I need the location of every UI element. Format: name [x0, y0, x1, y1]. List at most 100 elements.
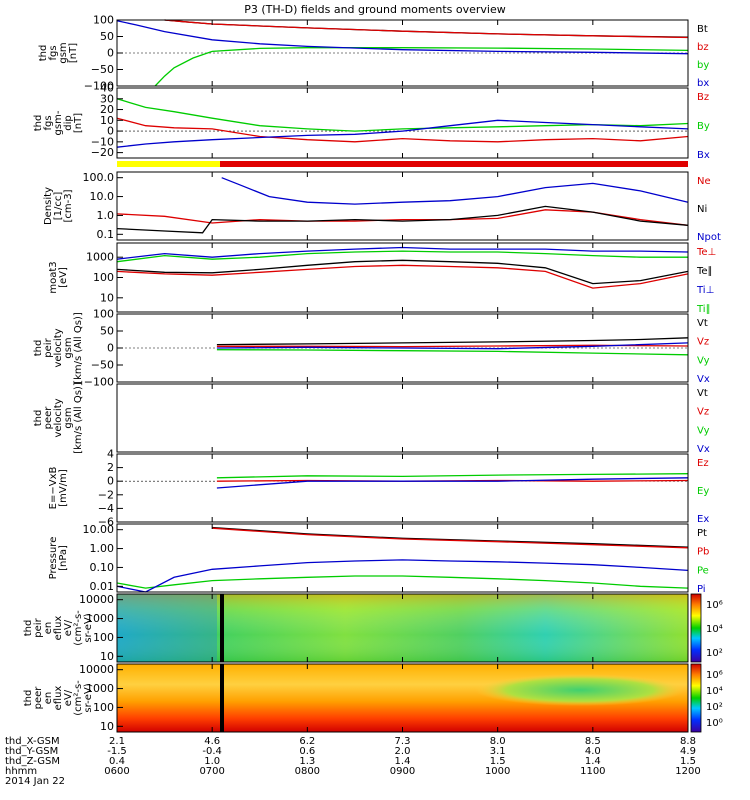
x-tick-label: 1.4 — [585, 756, 601, 767]
y-tick-label: 0.10 — [90, 561, 115, 574]
series-line-Pi — [116, 559, 689, 593]
date-label: 2014 Jan 22 — [5, 776, 65, 787]
x-tick-label: 0800 — [295, 766, 320, 777]
x-tick-label: 8.5 — [585, 736, 601, 747]
legend-Pi: Pi — [697, 584, 706, 595]
x-tick-label: 7.3 — [395, 736, 411, 747]
y-tick-label: 40 — [100, 82, 114, 95]
y-tick-label: 100 — [93, 271, 114, 284]
y-tick-label: 100 — [93, 631, 114, 644]
orbit-row-label: thd_Y-GSM — [5, 746, 58, 757]
colorbar-label: 10⁰ — [706, 718, 723, 729]
series-line-bz — [164, 19, 689, 39]
ion-spectrogram-gap — [220, 594, 224, 662]
legend-Ni: Ni — [697, 204, 707, 215]
x-tick-label: 0.6 — [299, 746, 315, 757]
ion-spectrogram-sparse-region — [117, 594, 217, 662]
y-axis-label: sr-eV) — [83, 683, 94, 712]
series-line-Ne — [116, 209, 689, 226]
y-tick-label: 0.01 — [90, 580, 115, 593]
y-tick-label: 10 — [100, 650, 114, 663]
orbit-row-label: thd_X-GSM — [5, 736, 60, 747]
y-axis-label: moat3 — [48, 261, 59, 293]
legend-Pe: Pe — [697, 565, 709, 576]
y-tick-label: −100 — [84, 376, 114, 389]
y-axis-label: thd — [33, 410, 44, 427]
y-tick-label: 10.0 — [90, 190, 115, 203]
legend-Te∥: Te∥ — [696, 266, 713, 277]
y-tick-label: 100 — [93, 14, 114, 27]
y-tick-label: −4 — [98, 502, 114, 515]
y-tick-label: 10 — [100, 114, 114, 127]
y-tick-label: −50 — [91, 63, 114, 76]
series-line-Bz — [116, 117, 689, 143]
y-axis-label: peir — [33, 617, 44, 637]
y-axis-label: gsm — [63, 407, 74, 428]
legend-Vy: Vy — [697, 425, 710, 436]
y-axis-label: velocity — [53, 328, 64, 367]
x-tick-label: 1.0 — [204, 756, 220, 767]
legend-Bx: Bx — [697, 150, 710, 161]
y-axis-label: thd — [38, 45, 49, 62]
y-axis-label: [mV/m] — [58, 469, 69, 507]
y-axis-label: (cm²-s- — [73, 610, 84, 646]
y-axis-label: fgs — [48, 45, 59, 60]
x-tick-label: 0900 — [390, 766, 415, 777]
colorbar — [690, 663, 702, 733]
x-tick-label: 6.2 — [299, 736, 315, 747]
y-tick-label: −100 — [84, 80, 114, 93]
legend-Npot: Npot — [697, 232, 721, 243]
y-tick-label: 0 — [107, 475, 114, 488]
legend-Vt: Vt — [697, 388, 708, 399]
y-tick-label: −20 — [91, 146, 114, 159]
y-tick-label: 50 — [100, 30, 114, 43]
x-tick-label: 1.3 — [299, 756, 315, 767]
series-line-bx — [116, 20, 689, 55]
panel-frame — [116, 242, 689, 313]
panel-frame — [116, 87, 689, 159]
y-tick-label: 30 — [100, 92, 114, 105]
legend-Ex: Ex — [697, 514, 709, 525]
y-tick-label: 1000 — [86, 251, 114, 264]
y-axis-label: peer — [33, 686, 44, 710]
y-tick-label: 10 — [100, 720, 114, 733]
series-line-Npot — [221, 177, 689, 205]
y-axis-label: gsm — [58, 42, 69, 63]
electron-spectrogram-feature — [475, 674, 685, 706]
y-axis-label: eflux — [53, 686, 64, 711]
series-line-Te∥ — [116, 259, 689, 285]
colorbar-label: 10⁴ — [706, 686, 723, 697]
series-line-By — [116, 98, 689, 132]
panel-frame — [116, 383, 689, 453]
series-line-Vy — [216, 349, 689, 356]
y-axis-label: [nT] — [73, 113, 84, 133]
y-axis-label: fgs — [43, 115, 54, 130]
y-axis-label: peer — [43, 406, 54, 430]
y-tick-label: −10 — [91, 135, 114, 148]
legend-Ez: Ez — [697, 458, 709, 469]
legend-bz: bz — [697, 42, 709, 53]
x-tick-label: 2.1 — [109, 736, 125, 747]
y-axis-label: velocity — [53, 398, 64, 437]
y-axis-label: eV/ — [63, 619, 74, 636]
x-tick-label: 0.4 — [109, 756, 125, 767]
series-line-Ti⊥ — [116, 246, 689, 260]
x-tick-label: 1.4 — [395, 756, 411, 767]
y-tick-label: 100.0 — [83, 171, 115, 184]
legend-Te⊥: Te⊥ — [696, 247, 716, 258]
y-axis-label: eV/ — [63, 689, 74, 706]
x-tick-label: 1.5 — [680, 756, 696, 767]
y-tick-label: 20 — [100, 103, 114, 116]
y-axis-label: E=−VxB — [48, 467, 59, 510]
x-tick-label: 8.8 — [680, 736, 696, 747]
legend-Pb: Pb — [697, 547, 709, 558]
y-axis-label: [km/s (All Qs)] — [73, 312, 84, 384]
ion-spectrogram-shading — [117, 594, 688, 662]
series-line-Te⊥ — [116, 264, 689, 289]
series-line-Vx — [216, 342, 689, 350]
x-tick-label: 1000 — [485, 766, 510, 777]
legend-Ne: Ne — [697, 176, 711, 187]
legend-Bz: Bz — [697, 92, 709, 103]
colorbar-label: 10² — [706, 702, 723, 713]
x-tick-label: 1100 — [580, 766, 605, 777]
